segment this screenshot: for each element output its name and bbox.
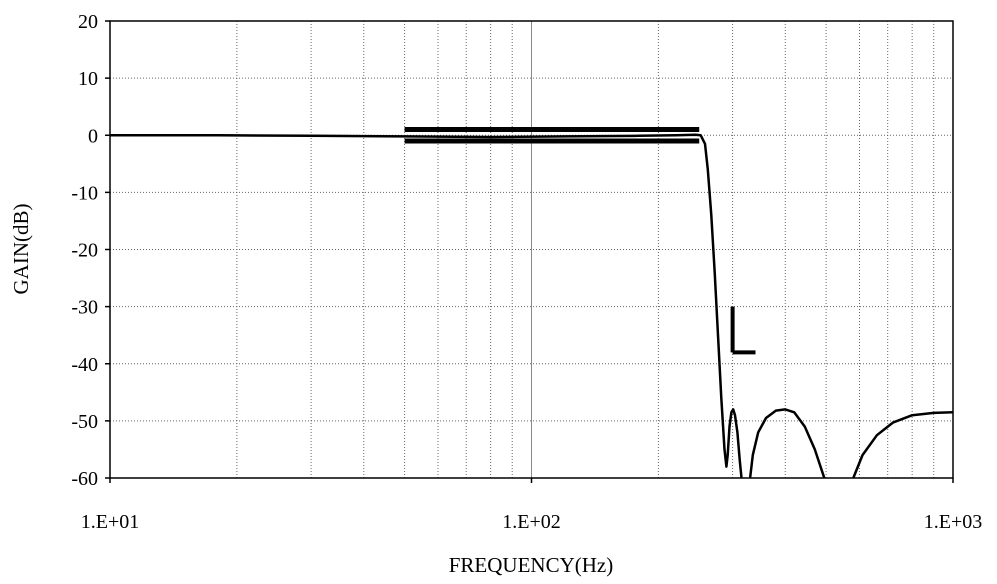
response-curves <box>110 133 954 479</box>
y-axis-title: GAIN(dB) <box>9 204 33 295</box>
y-tick-label: 10 <box>78 68 98 90</box>
y-tick-label: -60 <box>71 468 98 490</box>
y-tick-label: -20 <box>71 240 98 262</box>
filter-spec-templates <box>404 127 756 355</box>
x-axis-title: FREQUENCY(Hz) <box>449 553 613 577</box>
gain-curve-segment <box>748 408 826 479</box>
x-tick-label: 1.E+01 <box>81 511 140 533</box>
y-tick-label: -50 <box>71 411 98 433</box>
gain-curve-segment <box>110 133 743 479</box>
gain-curve-segment <box>852 411 954 479</box>
y-tick-label: 20 <box>78 11 98 33</box>
x-tick-label: 1.E+02 <box>502 511 561 533</box>
plot-area <box>105 20 954 483</box>
y-tick-label: 0 <box>88 125 98 147</box>
y-axis-tick-labels: 20 10 0 -10 -20 -30 -40 -50 -60 <box>71 11 98 490</box>
y-tick-label: -10 <box>71 182 98 204</box>
x-axis-tick-labels: 1.E+01 1.E+02 1.E+03 <box>81 511 983 533</box>
y-tick-label: -30 <box>71 297 98 319</box>
grid-lines <box>110 21 953 478</box>
y-tick-label: -40 <box>71 354 98 376</box>
x-tick-label: 1.E+03 <box>924 511 983 533</box>
